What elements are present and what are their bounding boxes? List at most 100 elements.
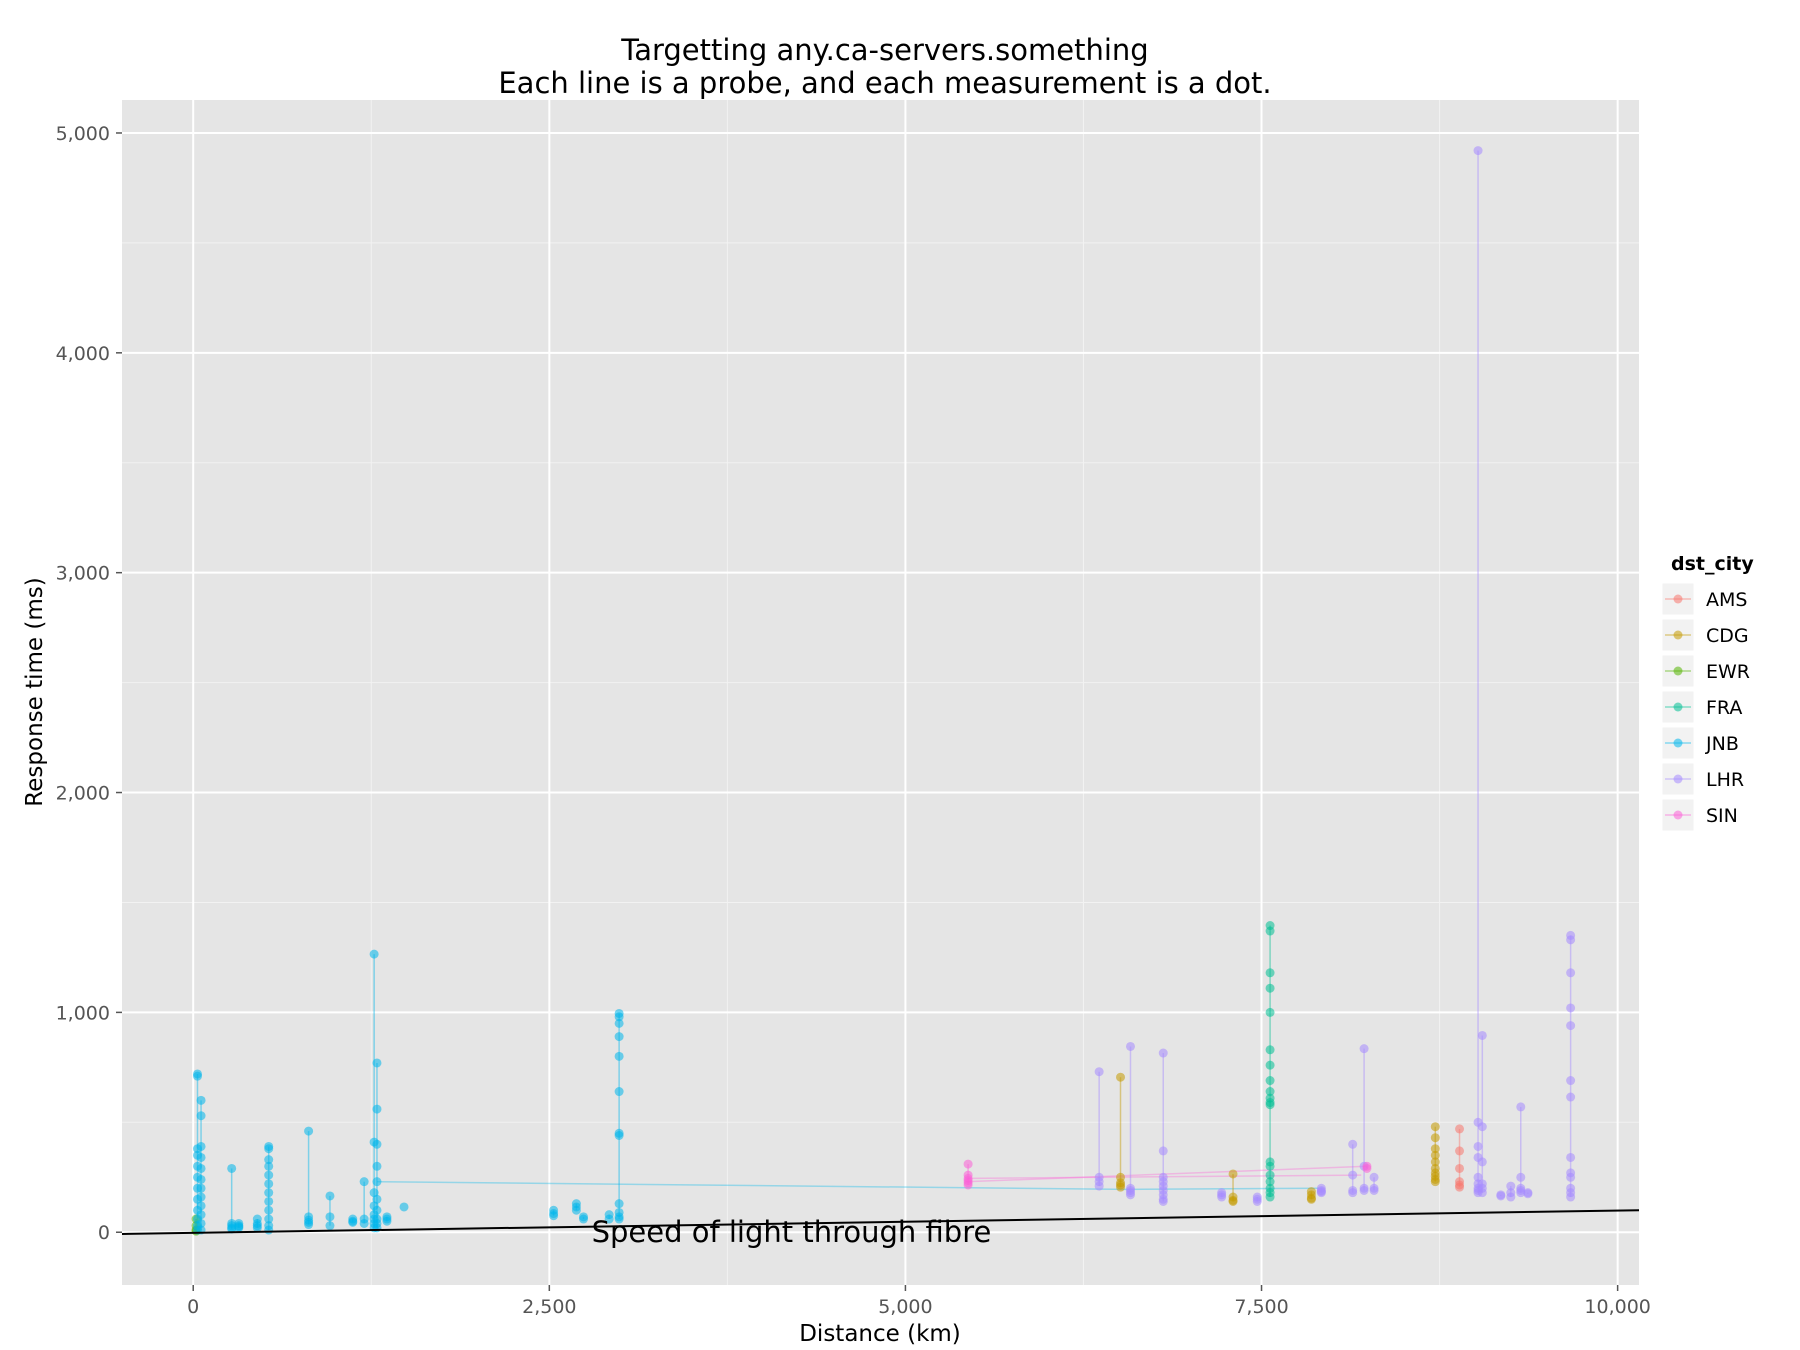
data-point-jnb bbox=[196, 1201, 206, 1211]
data-point-jnb bbox=[614, 1051, 624, 1061]
probe-link-jnb bbox=[376, 1180, 1127, 1191]
data-point-jnb bbox=[372, 1104, 382, 1114]
data-point-lhr bbox=[1516, 1102, 1526, 1112]
data-point-jnb bbox=[196, 1095, 206, 1105]
probe-link-sin bbox=[968, 1165, 1367, 1183]
data-point-jnb bbox=[325, 1212, 335, 1222]
data-point-jnb bbox=[614, 1018, 624, 1028]
data-point-lhr bbox=[1566, 1152, 1576, 1162]
data-point-lhr bbox=[1473, 146, 1483, 156]
data-point-cdg bbox=[1430, 1177, 1440, 1187]
data-point-lhr bbox=[1516, 1172, 1526, 1182]
data-point-jnb bbox=[325, 1191, 335, 1201]
data-point-lhr bbox=[1477, 1122, 1487, 1132]
data-point-jnb bbox=[372, 1205, 382, 1215]
data-point-jnb bbox=[264, 1155, 274, 1165]
data-point-jnb bbox=[372, 1058, 382, 1068]
data-point-fra bbox=[1265, 983, 1275, 993]
data-point-jnb bbox=[192, 1071, 202, 1081]
data-point-jnb bbox=[196, 1218, 206, 1228]
x-axis-label: Distance (km) bbox=[799, 1321, 961, 1347]
data-point-lhr bbox=[1566, 1076, 1576, 1086]
data-point-jnb bbox=[399, 1202, 409, 1212]
data-point-jnb bbox=[264, 1170, 274, 1180]
data-point-fra bbox=[1265, 1170, 1275, 1180]
data-point-lhr bbox=[1566, 1003, 1576, 1013]
data-point-jnb bbox=[196, 1141, 206, 1151]
legend-key-point bbox=[1673, 810, 1683, 820]
data-point-lhr bbox=[1496, 1191, 1506, 1201]
data-point-jnb bbox=[614, 1012, 624, 1022]
data-point-jnb bbox=[196, 1152, 206, 1162]
legend-label-ewr: EWR bbox=[1706, 661, 1750, 683]
data-point-jnb bbox=[304, 1126, 314, 1136]
data-point-jnb bbox=[372, 1139, 382, 1149]
data-point-cdg bbox=[1430, 1144, 1440, 1154]
data-point-lhr bbox=[1566, 1092, 1576, 1102]
data-point-cdg bbox=[1430, 1133, 1440, 1143]
plot-panel bbox=[122, 100, 1639, 1285]
data-point-lhr bbox=[1158, 1048, 1168, 1058]
data-point-ams bbox=[1455, 1182, 1465, 1192]
legend-key-point bbox=[1673, 594, 1683, 604]
data-point-jnb bbox=[359, 1177, 369, 1187]
data-point-jnb bbox=[264, 1196, 274, 1206]
data-point-jnb bbox=[614, 1032, 624, 1042]
measurement-points bbox=[191, 146, 1576, 1236]
legend-key-point bbox=[1673, 630, 1683, 640]
legend-key-point bbox=[1673, 702, 1683, 712]
data-point-jnb bbox=[372, 1194, 382, 1204]
data-point-fra bbox=[1265, 1045, 1275, 1055]
data-point-jnb bbox=[359, 1218, 369, 1228]
y-tick-label: 0 bbox=[98, 1222, 110, 1244]
data-point-fra bbox=[1265, 1100, 1275, 1110]
data-point-ams bbox=[1455, 1163, 1465, 1173]
data-point-jnb bbox=[372, 1161, 382, 1171]
data-point-lhr bbox=[1473, 1141, 1483, 1151]
data-point-lhr bbox=[1125, 1190, 1135, 1200]
data-point-lhr bbox=[1348, 1139, 1358, 1149]
data-point-lhr bbox=[1359, 1044, 1369, 1054]
data-point-lhr bbox=[1217, 1192, 1227, 1202]
data-point-jnb bbox=[264, 1205, 274, 1215]
data-point-lhr bbox=[1125, 1041, 1135, 1051]
data-point-jnb bbox=[382, 1216, 392, 1226]
data-point-sin bbox=[963, 1180, 973, 1190]
data-point-jnb bbox=[304, 1220, 314, 1230]
speed-of-light-label: Speed of light through fibre bbox=[592, 1215, 992, 1249]
y-tick-label: 4,000 bbox=[56, 343, 110, 365]
y-tick-label: 2,000 bbox=[56, 783, 110, 805]
legend-label-sin: SIN bbox=[1706, 805, 1738, 827]
data-point-cdg bbox=[1228, 1169, 1238, 1179]
data-point-ams bbox=[1455, 1124, 1465, 1134]
data-point-fra bbox=[1265, 968, 1275, 978]
data-point-lhr bbox=[1523, 1189, 1533, 1199]
data-point-lhr bbox=[1316, 1188, 1326, 1198]
legend-label-fra: FRA bbox=[1706, 697, 1742, 719]
legend-label-ams: AMS bbox=[1706, 589, 1747, 611]
data-point-jnb bbox=[234, 1223, 244, 1233]
data-point-lhr bbox=[1516, 1188, 1526, 1198]
x-tick-label: 0 bbox=[187, 1296, 199, 1318]
data-point-jnb bbox=[325, 1221, 335, 1231]
legend-key-point bbox=[1673, 738, 1683, 748]
x-axis-ticks: 0 2,500 5,000 7,500 10,000 bbox=[187, 1285, 1651, 1318]
data-point-lhr bbox=[1566, 968, 1576, 978]
data-point-lhr bbox=[1348, 1170, 1358, 1180]
data-point-lhr bbox=[1566, 935, 1576, 945]
data-point-jnb bbox=[264, 1179, 274, 1189]
data-point-lhr bbox=[1566, 1172, 1576, 1182]
data-point-cdg bbox=[1116, 1182, 1126, 1192]
data-point-jnb bbox=[571, 1205, 581, 1215]
data-point-jnb bbox=[196, 1174, 206, 1184]
data-point-jnb bbox=[264, 1161, 274, 1171]
data-point-sin bbox=[1362, 1163, 1372, 1173]
data-point-jnb bbox=[604, 1214, 614, 1224]
y-tick-label: 5,000 bbox=[56, 123, 110, 145]
data-point-fra bbox=[1265, 1192, 1275, 1202]
x-tick-label: 5,000 bbox=[878, 1296, 932, 1318]
data-point-lhr bbox=[1369, 1185, 1379, 1195]
data-point-fra bbox=[1265, 926, 1275, 936]
data-point-fra bbox=[1265, 1161, 1275, 1171]
data-point-jnb bbox=[614, 1199, 624, 1209]
